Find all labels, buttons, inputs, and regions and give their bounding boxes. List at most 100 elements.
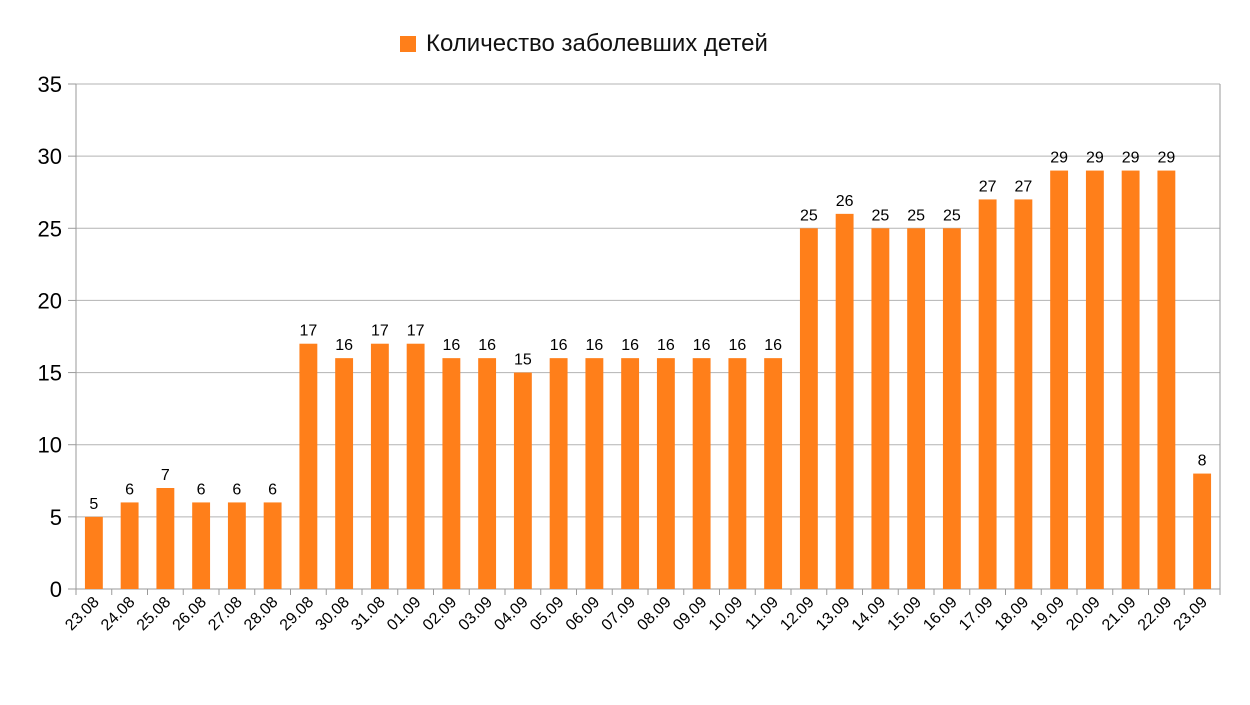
x-tick-label: 16.09 <box>920 594 960 634</box>
bar-value-label: 26 <box>836 193 854 210</box>
x-tick-label: 08.09 <box>634 594 674 634</box>
y-tick-label: 30 <box>38 144 62 169</box>
bar-value-label: 16 <box>764 337 782 354</box>
bar-value-label: 16 <box>621 337 639 354</box>
legend-label: Количество заболевших детей <box>426 30 768 57</box>
bar <box>585 358 604 589</box>
x-tick-label: 27.08 <box>205 594 245 634</box>
y-tick-label: 0 <box>50 577 62 602</box>
bar-value-label: 17 <box>371 323 389 340</box>
bar-value-label: 16 <box>657 337 675 354</box>
bar-value-label: 27 <box>1014 178 1032 195</box>
x-tick-label: 10.09 <box>706 594 746 634</box>
bar <box>692 358 711 589</box>
bar <box>406 343 425 589</box>
bar <box>942 228 961 590</box>
bar <box>1014 199 1033 589</box>
bar-value-label: 16 <box>478 337 496 354</box>
y-tick-label: 5 <box>50 505 62 530</box>
x-tick-label: 30.08 <box>313 594 353 634</box>
x-tick-label: 26.08 <box>170 594 210 634</box>
bar-value-label: 17 <box>299 323 317 340</box>
bar <box>871 228 890 590</box>
x-tick-label: 13.09 <box>813 594 853 634</box>
bar <box>335 358 354 589</box>
bar-value-label: 15 <box>514 352 532 369</box>
bar-value-label: 17 <box>407 323 425 340</box>
bar-value-label: 25 <box>943 207 961 224</box>
bar-value-label: 7 <box>161 467 170 484</box>
bar-value-label: 27 <box>979 178 997 195</box>
x-tick-label: 25.08 <box>134 594 174 634</box>
bar <box>764 358 783 589</box>
bar-value-label: 6 <box>197 481 206 498</box>
bar <box>656 358 675 589</box>
x-tick-label: 29.08 <box>277 594 317 634</box>
bar <box>299 343 318 589</box>
x-tick-label: 24.08 <box>98 594 138 634</box>
bar <box>1085 170 1104 590</box>
bar <box>442 358 461 589</box>
x-tick-label: 12.09 <box>777 594 817 634</box>
bar-value-label: 6 <box>232 481 241 498</box>
bar <box>1157 170 1176 590</box>
bar-value-label: 16 <box>550 337 568 354</box>
x-tick-label: 28.08 <box>241 594 281 634</box>
bar-value-label: 25 <box>907 207 925 224</box>
x-tick-label: 03.09 <box>456 594 496 634</box>
x-tick-label: 31.08 <box>348 594 388 634</box>
bar-value-label: 8 <box>1198 453 1207 470</box>
bar-value-label: 16 <box>335 337 353 354</box>
x-tick-label: 19.09 <box>1028 594 1068 634</box>
bar <box>156 488 175 589</box>
bar-value-label: 5 <box>89 496 98 513</box>
bar <box>835 213 854 589</box>
y-tick-label: 10 <box>38 433 62 458</box>
x-tick-label: 23.09 <box>1171 594 1211 634</box>
x-tick-label: 05.09 <box>527 594 567 634</box>
bar <box>84 516 103 589</box>
x-tick-label: 07.09 <box>599 594 639 634</box>
bar-value-label: 16 <box>693 337 711 354</box>
y-tick-label: 35 <box>38 72 62 97</box>
y-tick-label: 25 <box>38 216 62 241</box>
bar-value-label: 16 <box>728 337 746 354</box>
bar-value-label: 16 <box>442 337 460 354</box>
x-tick-label: 18.09 <box>992 594 1032 634</box>
bar <box>799 228 818 590</box>
bar-value-label: 6 <box>268 481 277 498</box>
y-tick-label: 20 <box>38 288 62 313</box>
x-tick-label: 21.09 <box>1099 594 1139 634</box>
bar <box>192 502 211 589</box>
bar-value-label: 25 <box>800 207 818 224</box>
bar <box>549 358 568 589</box>
x-tick-label: 15.09 <box>885 594 925 634</box>
x-tick-label: 11.09 <box>742 594 782 634</box>
x-tick-label: 02.09 <box>420 594 460 634</box>
bar-value-label: 29 <box>1086 150 1104 167</box>
x-tick-label: 14.09 <box>849 594 889 634</box>
bar <box>728 358 747 589</box>
x-tick-label: 22.09 <box>1135 594 1175 634</box>
bar-value-label: 29 <box>1122 150 1140 167</box>
bar <box>1193 473 1212 589</box>
bar <box>1121 170 1140 590</box>
x-tick-label: 04.09 <box>491 594 531 634</box>
bar <box>478 358 497 589</box>
bar <box>513 372 532 589</box>
bar-value-label: 25 <box>871 207 889 224</box>
bar <box>263 502 282 589</box>
bar-value-label: 6 <box>125 481 134 498</box>
legend-swatch <box>400 36 416 52</box>
x-tick-label: 23.08 <box>62 594 102 634</box>
x-tick-label: 20.09 <box>1063 594 1103 634</box>
bar <box>120 502 139 589</box>
bar <box>1050 170 1069 590</box>
bar-value-label: 29 <box>1050 150 1068 167</box>
bar <box>907 228 926 590</box>
bar <box>370 343 389 589</box>
x-tick-label: 06.09 <box>563 594 603 634</box>
legend: Количество заболевших детей <box>400 30 768 58</box>
